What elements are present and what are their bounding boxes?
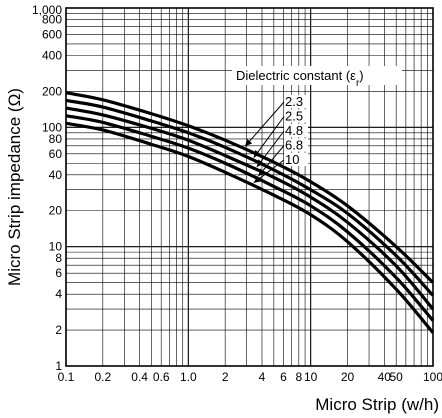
y-tick-label: 4 (55, 287, 62, 301)
series-label-4: 6.8 (285, 138, 303, 153)
legend-title-main: Dielectric constant (ε (236, 68, 356, 83)
x-tick-label: 20 (341, 370, 355, 384)
series-label-background (284, 109, 308, 123)
y-tick-label: 60 (49, 147, 63, 161)
y-tick-label: 6 (55, 266, 62, 280)
x-tick-label: 40 (378, 370, 392, 384)
y-axis-label: Micro Strip impedance (Ω) (5, 88, 24, 286)
x-tick-label: 0.4 (131, 370, 148, 384)
x-tick-label: 50 (389, 370, 403, 384)
series-label-3: 4.8 (285, 123, 303, 138)
series-label-1: 2.3 (285, 94, 303, 109)
y-tick-label: 2 (55, 323, 62, 337)
y-tick-label: 80 (49, 132, 63, 146)
x-axis-label: Micro Strip (w/h) (315, 395, 439, 414)
series-line-1 (65, 91, 435, 284)
series-label-leader (253, 159, 285, 184)
series-line-5 (65, 121, 435, 334)
series-label-leader (244, 101, 285, 147)
series-label-5: 10 (285, 152, 299, 167)
series-labels: 2.32.54.86.810 (244, 94, 308, 184)
y-tick-label: 1 (55, 359, 62, 373)
x-tick-label: 1.0 (180, 370, 197, 384)
y-tick-label: 1,000 (32, 3, 62, 17)
series-label-background (284, 95, 308, 108)
series-label-background (284, 138, 308, 152)
series-label-background (284, 153, 308, 166)
plot-frame (65, 7, 434, 367)
series-label-background (284, 124, 308, 137)
series-label-leader (256, 130, 285, 168)
y-tick-label: 600 (42, 27, 62, 41)
x-tick-label: 0.6 (153, 370, 170, 384)
series-line-3 (65, 106, 435, 311)
series-line-2 (65, 98, 435, 297)
x-tick-label: 10 (304, 370, 318, 384)
x-tick-label: 100 (423, 370, 442, 384)
y-tick-label: 40 (49, 168, 63, 182)
y-tick-label: 200 (42, 84, 62, 98)
y-tick-label: 8 (55, 251, 62, 265)
grid (65, 8, 433, 367)
series-lines (65, 91, 435, 334)
x-tick-label: 6 (280, 370, 287, 384)
legend: Dielectric constant (εr) 2.32.54.86.810 (232, 66, 402, 184)
y-tick-label: 20 (49, 204, 63, 218)
y-tick-label: 100 (42, 120, 62, 134)
x-tick-label: 8 (295, 370, 302, 384)
legend-title-end: ) (359, 68, 363, 83)
legend-title-subscript: r (356, 78, 360, 89)
legend-title: Dielectric constant (εr) (236, 68, 364, 89)
x-tick-label: 0.2 (94, 370, 111, 384)
y-tick-label: 400 (42, 48, 62, 62)
legend-title-background (232, 66, 402, 85)
x-tick-label: 4 (259, 370, 266, 384)
series-line-4 (65, 114, 435, 322)
series-label-leader (258, 145, 285, 177)
x-tick-label: 0.1 (58, 370, 75, 384)
x-tick-label: 2 (222, 370, 229, 384)
series-label-leader (253, 116, 285, 158)
y-tick-label: 10 (49, 240, 63, 254)
y-tick-label: 800 (42, 13, 62, 27)
series-label-2: 2.5 (285, 109, 303, 124)
